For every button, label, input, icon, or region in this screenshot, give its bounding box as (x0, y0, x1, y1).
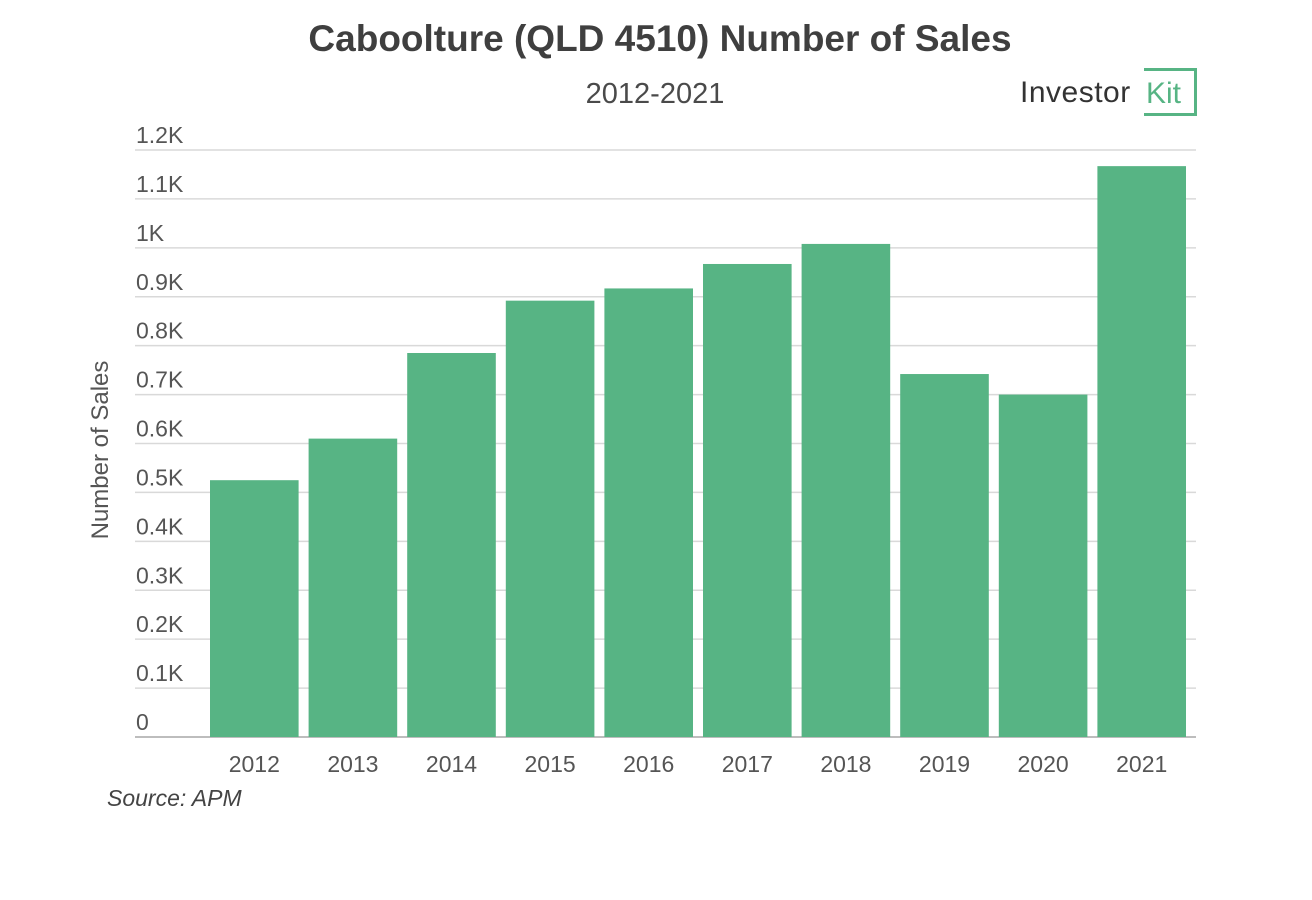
y-tick-label: 0.8K (136, 318, 184, 344)
x-axis-ticks: 2012 2013 2014 2015 2016 2017 2018 2019 2020 2021 (229, 751, 1168, 777)
y-axis-label: Number of Sales (87, 361, 114, 540)
x-tick-label: 2019 (919, 751, 970, 777)
bars (210, 166, 1186, 738)
y-tick-label: 0.3K (136, 562, 184, 588)
x-tick-label: 2013 (327, 751, 378, 777)
bar-2013 (308, 438, 398, 737)
x-tick-label: 2020 (1018, 751, 1069, 777)
x-tick-label: 2018 (820, 751, 871, 777)
y-axis-ticks: 0 0.1K 0.2K 0.3K 0.4K 0.5K 0.6K 0.7K 0.8K 0.9K 1K 1… (136, 122, 184, 735)
logo-accent-box: Kit (1144, 68, 1197, 116)
y-tick-label: 0.4K (136, 513, 184, 539)
bar-2015 (505, 300, 595, 737)
x-tick-label: 2016 (623, 751, 674, 777)
y-tick-label: 0.2K (136, 611, 184, 637)
x-tick-label: 2021 (1116, 751, 1167, 777)
bar-2014 (407, 353, 496, 737)
bar-2017 (703, 263, 792, 737)
y-tick-label: 1.1K (136, 171, 184, 197)
x-tick-label: 2014 (426, 751, 477, 777)
y-tick-label: 1K (136, 220, 165, 246)
bar-2012 (210, 480, 299, 737)
chart-subtitle: 2012-2021 (585, 78, 725, 110)
investorkit-logo: Investor Kit (1020, 68, 1200, 120)
y-tick-label: 0.9K (136, 269, 184, 295)
y-tick-label: 1.2K (136, 122, 184, 148)
x-tick-label: 2017 (722, 751, 773, 777)
chart-title: Caboolture (QLD 4510) Number of Sales (308, 18, 1012, 59)
bar-2019 (900, 374, 989, 737)
bar-2018 (801, 243, 891, 738)
y-tick-label: 0.1K (136, 660, 184, 686)
x-tick-label: 2012 (229, 751, 280, 777)
y-tick-label: 0.7K (136, 367, 184, 393)
y-tick-label: 0.6K (136, 416, 184, 442)
y-tick-label: 0 (136, 709, 149, 735)
bar-2020 (998, 394, 1088, 737)
logo-text: Investor (1020, 76, 1131, 109)
y-tick-label: 0.5K (136, 464, 184, 490)
bar-2021 (1097, 166, 1186, 737)
source-note: Source: APM (107, 785, 242, 811)
logo-accent-text: Kit (1146, 77, 1182, 110)
bar-2016 (604, 288, 693, 737)
x-tick-label: 2015 (525, 751, 576, 777)
